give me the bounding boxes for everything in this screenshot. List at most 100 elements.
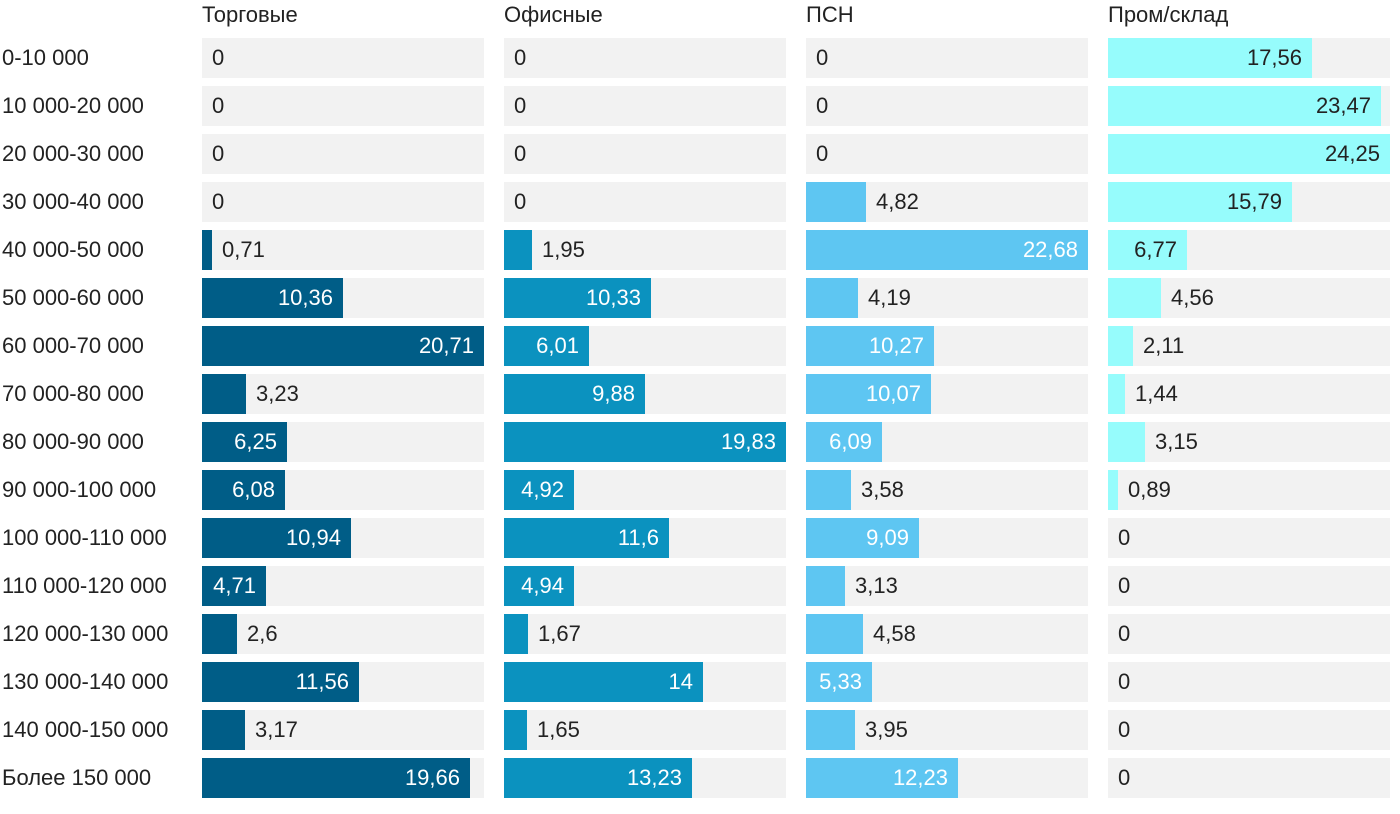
data-label: 10,07 — [865, 381, 921, 406]
data-label: 6,25 — [234, 429, 277, 454]
data-label: 0 — [514, 141, 527, 166]
bar-track — [1108, 326, 1390, 366]
bar — [504, 230, 532, 270]
bar-track — [1108, 374, 1390, 414]
bar — [806, 662, 872, 702]
data-label: 1,65 — [537, 717, 580, 742]
bar — [806, 230, 1088, 270]
bar-track — [202, 86, 484, 126]
bar — [202, 518, 351, 558]
bar — [504, 614, 528, 654]
category-label: 90 000-100 000 — [2, 477, 157, 502]
bar — [202, 662, 359, 702]
bar — [504, 518, 669, 558]
data-label: 17,56 — [1246, 45, 1302, 70]
data-label: 4,71 — [213, 573, 256, 598]
data-label: 10,33 — [585, 285, 641, 310]
data-label: 5,33 — [819, 669, 862, 694]
bar — [504, 710, 527, 750]
data-label: 19,83 — [720, 429, 776, 454]
bar — [806, 470, 851, 510]
data-label: 0,71 — [222, 237, 265, 262]
bar-track — [1108, 518, 1390, 558]
bar-track — [504, 86, 786, 126]
bar — [806, 518, 919, 558]
bar-track — [1108, 614, 1390, 654]
bar — [202, 326, 484, 366]
bar — [806, 278, 858, 318]
data-label: 0 — [212, 141, 225, 166]
category-label: Более 150 000 — [2, 765, 152, 790]
data-label: 10,36 — [277, 285, 333, 310]
data-label: 4,19 — [868, 285, 911, 310]
category-label: 20 000-30 000 — [2, 141, 144, 166]
bar-track — [504, 134, 786, 174]
bar-track — [202, 38, 484, 78]
bar-track — [1108, 422, 1390, 462]
data-label: 4,58 — [873, 621, 916, 646]
bar — [806, 710, 855, 750]
data-label: 0 — [514, 93, 527, 118]
bar — [202, 758, 470, 798]
bar — [1108, 326, 1133, 366]
series-title: Офисные — [504, 2, 603, 27]
bar — [202, 614, 237, 654]
bar — [806, 758, 958, 798]
bar-track — [806, 470, 1088, 510]
bar — [504, 374, 645, 414]
bar-track — [1108, 566, 1390, 606]
data-label: 0 — [1118, 765, 1131, 790]
bar-track — [1108, 662, 1390, 702]
data-label: 24,25 — [1324, 141, 1380, 166]
series-title: Торговые — [202, 2, 298, 27]
data-label: 0 — [816, 45, 829, 70]
bar — [202, 710, 245, 750]
bar — [1108, 182, 1292, 222]
data-label: 0 — [212, 189, 225, 214]
bar-track — [202, 182, 484, 222]
data-label: 13,23 — [626, 765, 682, 790]
bar — [1108, 134, 1390, 174]
bar — [504, 566, 574, 606]
data-label: 3,17 — [255, 717, 298, 742]
data-label: 6,08 — [232, 477, 275, 502]
bar-track — [504, 614, 786, 654]
category-label: 50 000-60 000 — [2, 285, 144, 310]
category-label: 110 000-120 000 — [2, 573, 167, 598]
data-label: 6,01 — [536, 333, 579, 358]
data-label: 3,15 — [1155, 429, 1198, 454]
bar — [806, 422, 882, 462]
bar-track — [806, 134, 1088, 174]
data-label: 3,23 — [256, 381, 299, 406]
bar — [504, 278, 651, 318]
category-label: 40 000-50 000 — [2, 237, 144, 262]
data-label: 4,82 — [876, 189, 919, 214]
category-label: 140 000-150 000 — [2, 717, 169, 742]
data-label: 0 — [514, 189, 527, 214]
category-label: 120 000-130 000 — [2, 621, 169, 646]
data-label: 2,11 — [1143, 333, 1185, 358]
bar — [806, 374, 931, 414]
bar — [504, 470, 574, 510]
bar — [1108, 422, 1145, 462]
category-label: 60 000-70 000 — [2, 333, 144, 358]
bar — [202, 422, 287, 462]
data-label: 0,89 — [1128, 477, 1171, 502]
data-label: 2,6 — [247, 621, 278, 646]
bar-track — [1108, 710, 1390, 750]
data-label: 4,92 — [521, 477, 564, 502]
data-label: 0 — [1118, 669, 1131, 694]
data-label: 3,95 — [865, 717, 908, 742]
bar — [806, 182, 866, 222]
data-label: 6,09 — [829, 429, 872, 454]
bar-track — [1108, 470, 1390, 510]
bar-track — [1108, 758, 1390, 798]
data-label: 12,23 — [892, 765, 948, 790]
category-label: 100 000-110 000 — [2, 525, 167, 550]
category-label: 30 000-40 000 — [2, 189, 144, 214]
bar-track — [504, 710, 786, 750]
bar — [1108, 470, 1118, 510]
bar — [1108, 38, 1312, 78]
data-label: 11,56 — [295, 669, 349, 694]
